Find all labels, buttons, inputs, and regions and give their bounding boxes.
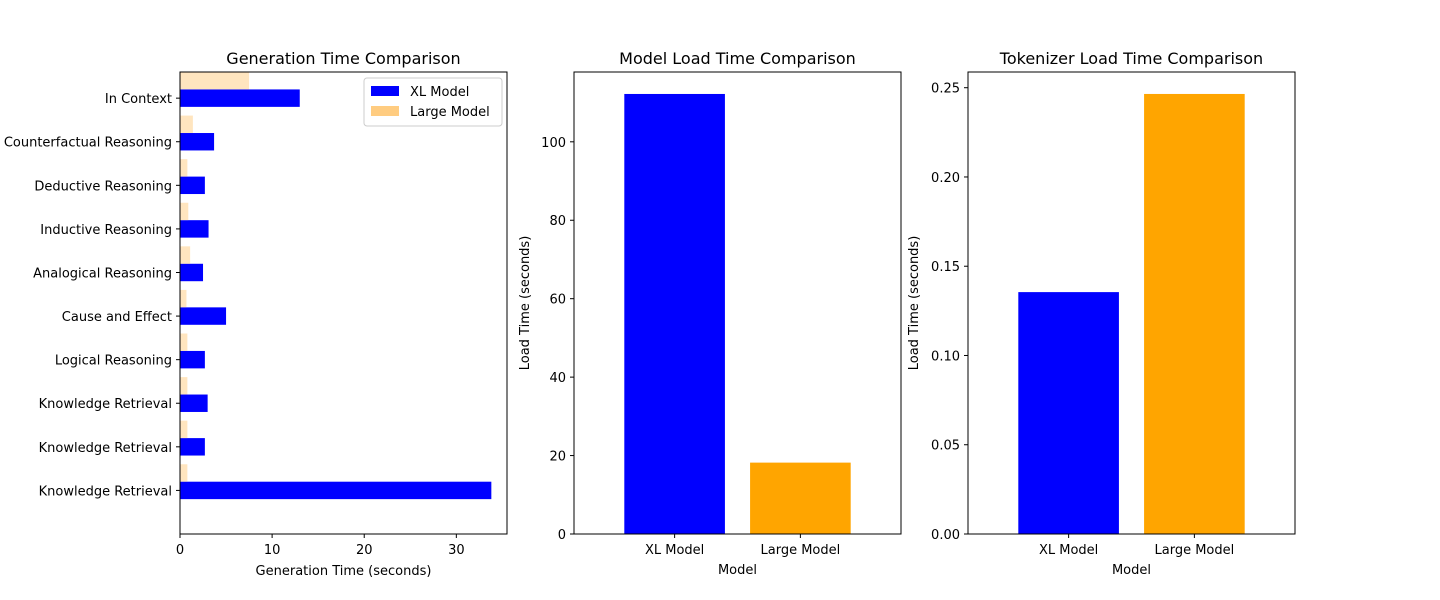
bar-large-model [1144,93,1245,535]
y-tick-label: 0 [558,528,566,543]
bar-xl-model [624,93,725,534]
y-tick-label: 40 [549,371,566,386]
tokenizer-load-chart-title: Tokenizer Load Time Comparison [999,49,1263,68]
y-tick-label: Analogical Reasoning [33,266,172,281]
y-tick-label: 0.25 [931,82,960,97]
generation-chart-frame [179,71,508,535]
x-tick-label: 0 [176,543,184,558]
x-tick-label: XL Model [1039,543,1098,558]
generation-chart-legend: XL Model Large Model [363,77,503,127]
bar-large-model-0 [180,464,188,482]
y-tick-label: Knowledge Retrieval [39,397,172,412]
x-tick-label: 10 [264,543,281,558]
y-tick-label: 0.20 [931,171,960,186]
bar-large-model-4 [180,289,187,308]
bar-large-model-8 [180,115,193,134]
bar-xl-model [1018,292,1119,534]
x-tick-label: Large Model [761,543,841,558]
generation-time-chart: Generation Time Comparison Knowledge Ret… [4,49,508,579]
tokenizer-load-chart-frame [967,71,1296,535]
bar-large-model-3 [180,333,188,351]
legend-label-large-model: Large Model [410,105,490,120]
generation-chart-title: Generation Time Comparison [226,49,460,68]
model-load-time-chart: Model Load Time Comparison XL Model Large… [518,49,902,578]
legend-label-xl-model: XL Model [410,85,469,100]
bar-xl-model-7 [180,176,205,195]
bar-xl-model-0 [180,481,492,500]
bar-large-model-6 [180,202,189,221]
y-tick-label: Knowledge Retrieval [39,441,172,456]
tokenizer-load-chart-xlabel: Model [1112,563,1151,578]
bar-large-model-5 [180,246,191,264]
bar-xl-model-9 [180,89,300,107]
bar-large-model-9 [180,72,250,90]
model-load-chart-marks: XL Model Large Model 0 20 40 60 80 100 [541,93,851,558]
generation-chart-xlabel: Generation Time (seconds) [256,564,432,579]
bar-large-model [750,462,851,534]
bar-large-model-7 [180,159,188,177]
y-tick-label: 0.10 [931,349,960,364]
y-tick-label: Knowledge Retrieval [39,484,172,499]
model-load-chart-xlabel: Model [718,563,757,578]
bar-large-model-1 [180,420,188,439]
y-tick-label: 80 [549,214,566,229]
y-tick-label: 20 [549,450,566,465]
model-load-chart-frame [573,71,902,535]
tokenizer-load-chart-ylabel: Load Time (seconds) [907,236,922,371]
tokenizer-load-chart-marks: XL Model Large Model 0.00 0.05 0.10 0.15 0.20 0… [931,82,1245,558]
y-tick-label: Logical Reasoning [55,354,172,369]
model-load-chart-title: Model Load Time Comparison [619,49,856,68]
y-tick-label: Deductive Reasoning [34,179,172,194]
bar-xl-model-4 [180,307,227,325]
bar-xl-model-5 [180,263,204,282]
y-tick-label: Cause and Effect [62,310,172,325]
y-tick-label: 0.00 [931,528,960,543]
tokenizer-load-time-chart: Tokenizer Load Time Comparison XL Model L… [907,49,1296,578]
legend-swatch-large-model [371,106,399,116]
model-load-chart-ylabel: Load Time (seconds) [518,236,533,371]
y-tick-label: Inductive Reasoning [40,223,172,238]
y-tick-label: 0.05 [931,439,960,454]
bar-xl-model-3 [180,350,205,369]
generation-chart-marks: Knowledge Retrieval Knowledge Retrieval Kn… [4,72,492,558]
x-tick-label: XL Model [645,543,704,558]
bar-xl-model-8 [180,133,215,151]
x-tick-label: 30 [448,543,465,558]
bar-large-model-2 [180,377,188,395]
x-tick-label: 20 [356,543,373,558]
y-tick-label: In Context [105,92,172,107]
bar-xl-model-6 [180,220,209,238]
x-tick-label: Large Model [1155,543,1235,558]
legend-swatch-xl-model [371,86,399,96]
y-tick-label: 100 [541,136,566,151]
bar-xl-model-1 [180,438,205,456]
bar-xl-model-2 [180,394,208,412]
y-tick-label: Counterfactual Reasoning [4,136,172,151]
y-tick-label: 60 [549,293,566,308]
y-tick-label: 0.15 [931,260,960,275]
